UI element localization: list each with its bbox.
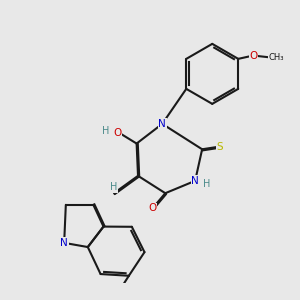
Text: O: O: [113, 128, 122, 138]
Text: H: H: [110, 182, 118, 192]
Text: N: N: [158, 119, 166, 129]
Text: H: H: [203, 179, 211, 189]
Text: S: S: [216, 142, 223, 152]
Text: H: H: [102, 126, 109, 136]
Text: O: O: [148, 203, 157, 213]
Text: N: N: [60, 238, 68, 248]
Text: N: N: [191, 176, 199, 186]
Text: O: O: [249, 50, 257, 61]
Text: CH₃: CH₃: [268, 53, 284, 62]
